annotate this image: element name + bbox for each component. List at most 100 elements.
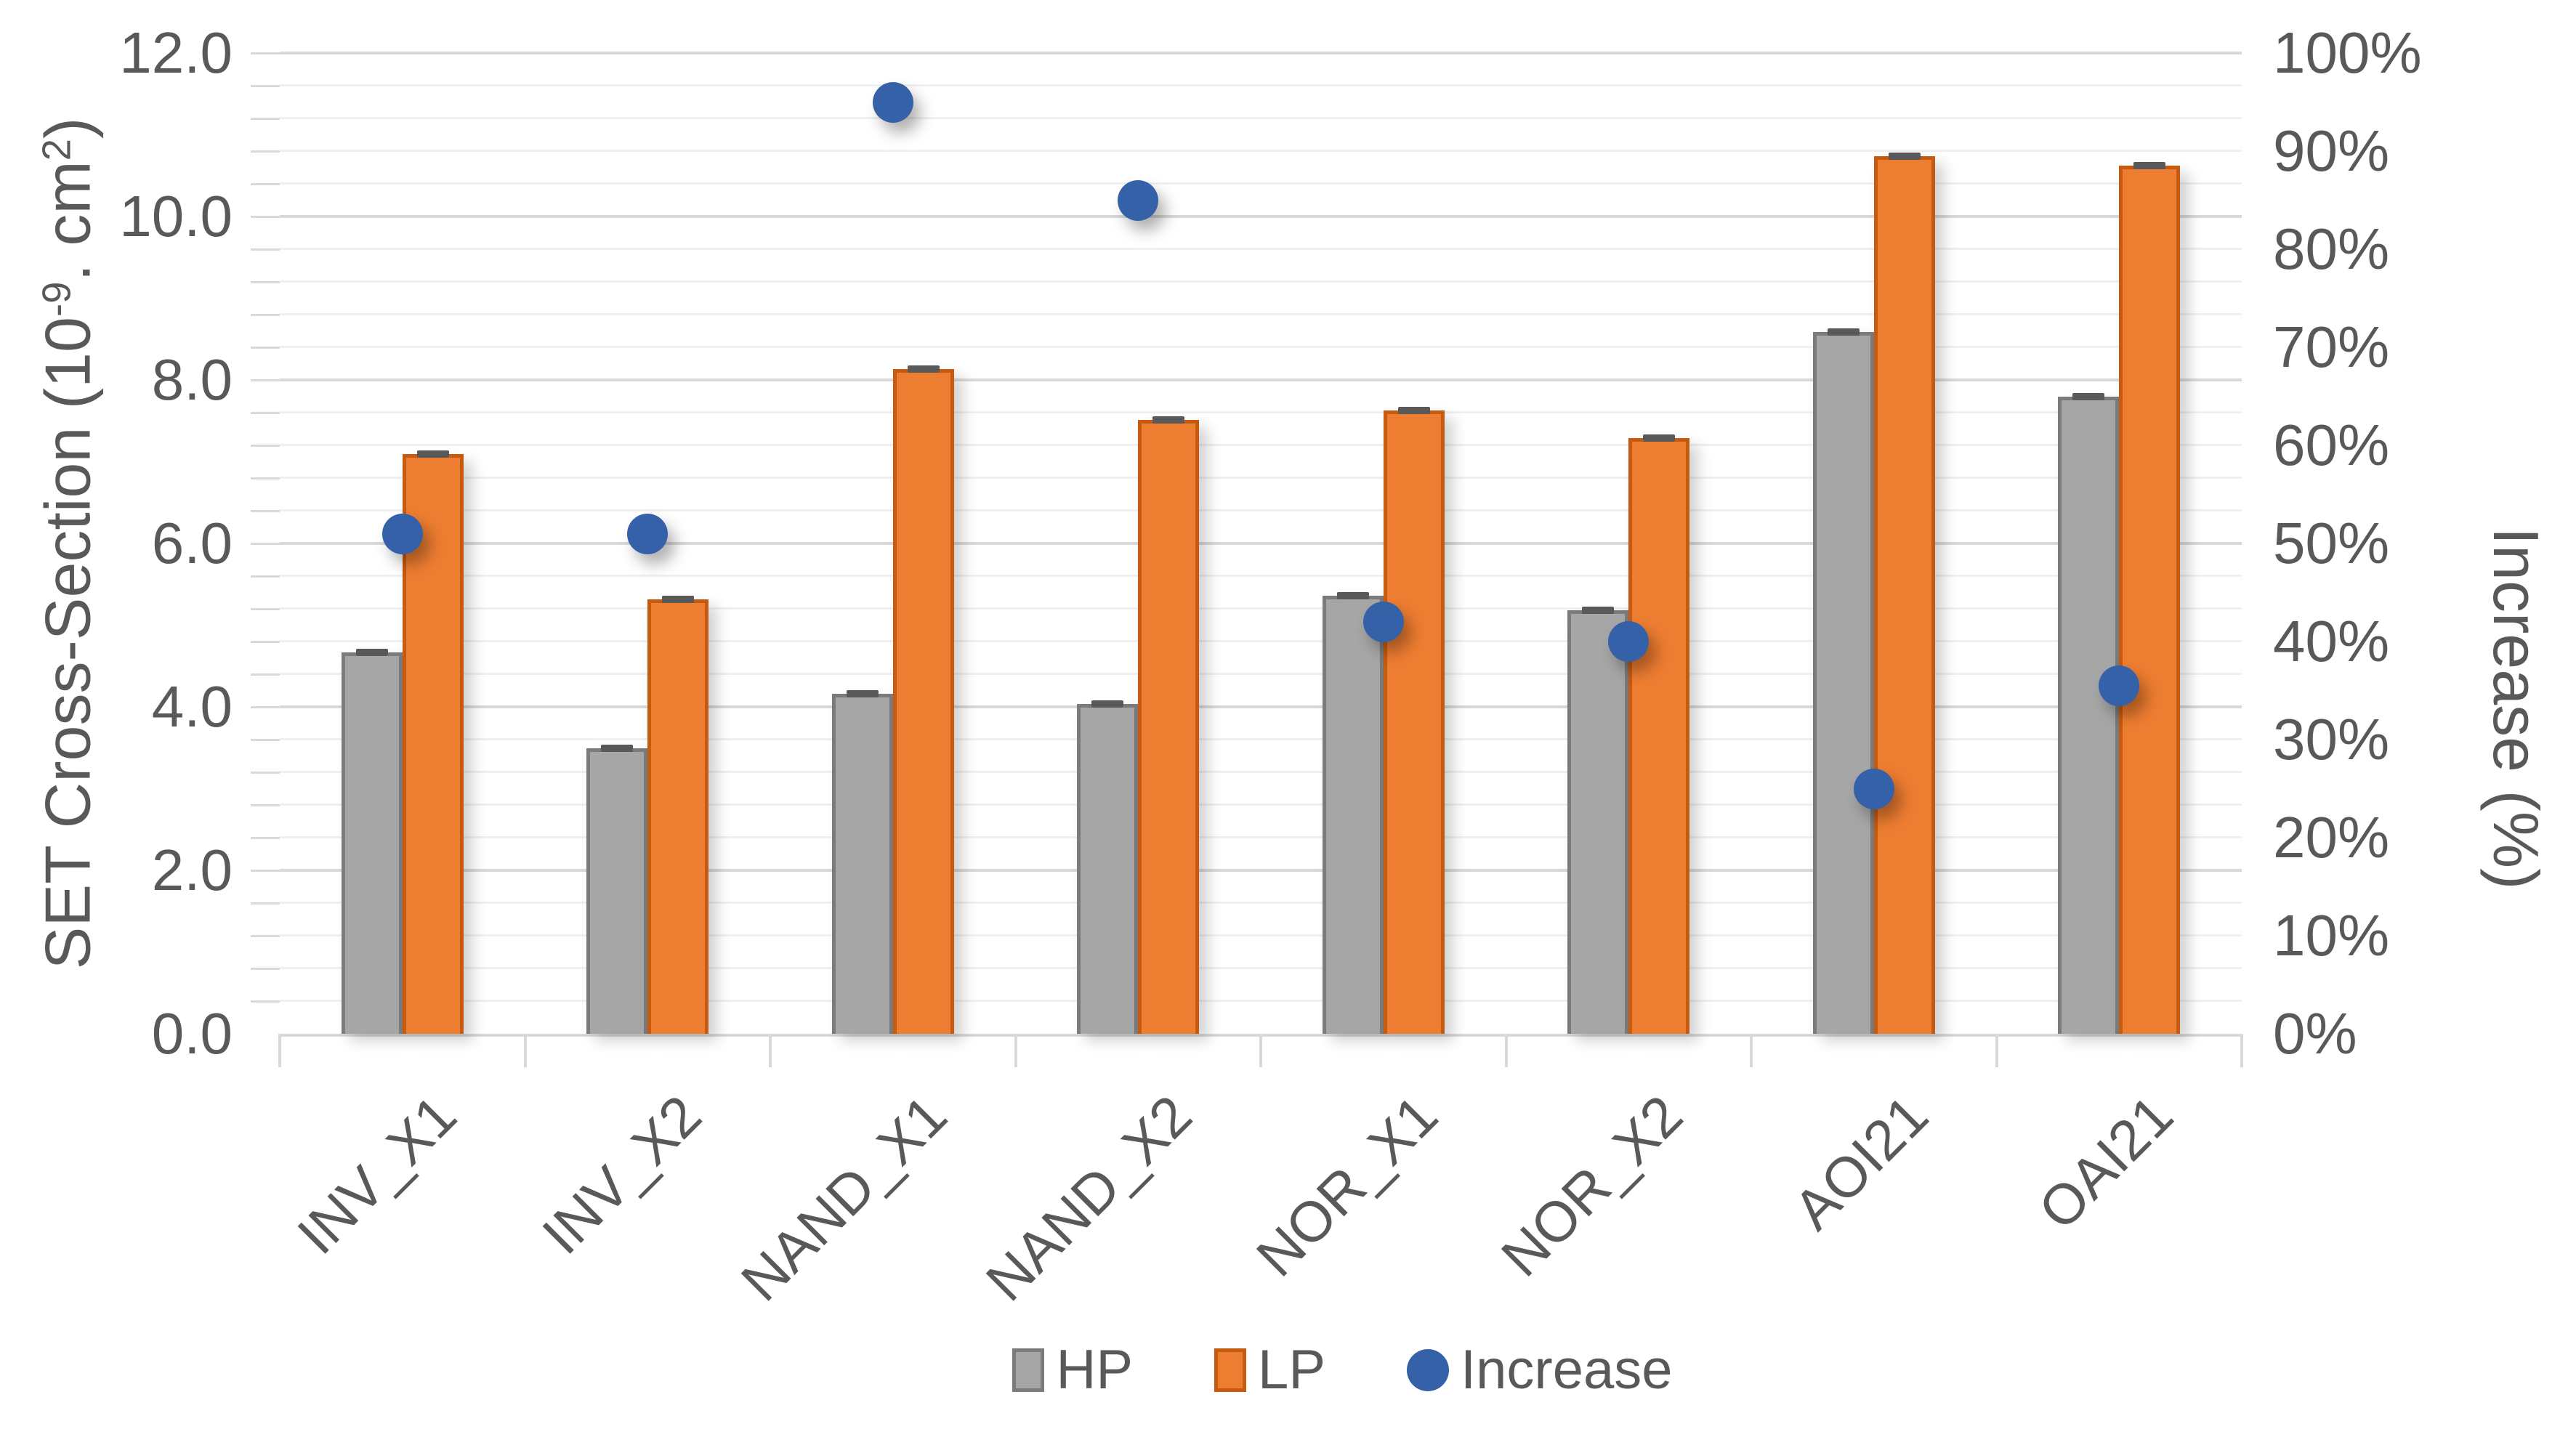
bar-hp-NOR_X2 xyxy=(1567,610,1629,1034)
x-axis-tick xyxy=(1014,1034,1017,1067)
error-bar-cap-lp-INV_X1 xyxy=(416,450,449,458)
y-axis-label-0.0: 0.0 xyxy=(151,1001,233,1066)
y-axis-tick xyxy=(251,575,280,578)
gridline-minor xyxy=(280,902,2242,904)
gridline-minor xyxy=(280,477,2242,479)
y-axis-tick xyxy=(251,673,280,676)
error-bar-cap-hp-NAND_X2 xyxy=(1091,700,1124,708)
bar-lp-NAND_X1 xyxy=(892,369,954,1034)
legend: HP LP Increase xyxy=(54,1341,2576,1399)
y-axis-tick xyxy=(251,510,280,512)
y-axis-tick xyxy=(251,968,280,970)
y-axis-tick xyxy=(251,706,280,708)
right-axis-label-100%: 100% xyxy=(2273,20,2422,85)
x-axis-tick xyxy=(769,1034,772,1067)
gridline-major xyxy=(280,52,2242,54)
gridline-major xyxy=(280,215,2242,218)
bar-hp-INV_X2 xyxy=(586,748,648,1034)
y-axis-tick xyxy=(251,543,280,545)
y-axis-tick xyxy=(251,379,280,381)
left-axis-title-text: ) xyxy=(31,117,104,139)
gridline-minor xyxy=(280,673,2242,675)
increase-marker-INV_X1 xyxy=(381,513,423,554)
gridline-minor xyxy=(280,150,2242,152)
gridline-minor xyxy=(280,804,2242,806)
gridline-minor xyxy=(280,346,2242,348)
y-axis-label-2.0: 2.0 xyxy=(151,838,233,902)
left-axis-title-superscript-exponent: -9 xyxy=(34,281,79,317)
right-axis-label-10%: 10% xyxy=(2273,903,2390,968)
error-bar-cap-hp-INV_X2 xyxy=(601,745,634,753)
right-axis-label-80%: 80% xyxy=(2273,216,2390,281)
increase-marker-AOI21 xyxy=(1853,768,1894,809)
y-axis-tick xyxy=(251,477,280,479)
x-axis-label-text-NOR_X2: NOR_X2 xyxy=(1489,1082,1695,1289)
legend-label-increase: Increase xyxy=(1461,1339,1673,1401)
bar-hp-NAND_X2 xyxy=(1077,703,1139,1034)
bar-hp-OAI21 xyxy=(2058,396,2120,1034)
error-bar-cap-lp-NAND_X2 xyxy=(1152,416,1185,424)
y-axis-tick xyxy=(251,118,280,120)
y-axis-tick xyxy=(251,281,280,283)
gridline-minor xyxy=(280,934,2242,936)
gridline-minor xyxy=(280,640,2242,642)
y-axis-tick xyxy=(251,935,280,937)
bar-lp-OAI21 xyxy=(2119,166,2181,1034)
y-axis-tick xyxy=(251,183,280,185)
error-bar-cap-lp-AOI21 xyxy=(1888,152,1921,160)
gridline-major xyxy=(280,869,2242,872)
x-axis-tick xyxy=(1750,1034,1753,1067)
increase-marker-NOR_X2 xyxy=(1608,621,1650,662)
y-axis-tick xyxy=(251,445,280,447)
bar-lp-AOI21 xyxy=(1873,155,1935,1034)
increase-marker-INV_X2 xyxy=(627,513,669,554)
gridline-minor xyxy=(280,117,2242,119)
error-bar-cap-lp-NAND_X1 xyxy=(907,365,940,373)
gridline-minor xyxy=(280,313,2242,315)
x-axis-label-text-NAND_X1: NAND_X1 xyxy=(728,1082,959,1314)
bar-hp-INV_X1 xyxy=(341,652,403,1034)
y-axis-label-6.0: 6.0 xyxy=(151,511,233,575)
legend-marker-circle-increase xyxy=(1407,1349,1450,1391)
error-bar-cap-hp-NAND_X1 xyxy=(846,690,879,697)
gridline-minor xyxy=(280,84,2242,86)
left-axis-title-superscript-squared: 2 xyxy=(34,138,79,161)
right-axis-label-30%: 30% xyxy=(2273,707,2390,772)
x-axis-tick xyxy=(1259,1034,1262,1067)
right-axis-label-60%: 60% xyxy=(2273,413,2390,477)
gridline-minor xyxy=(280,738,2242,740)
legend-label-lp: LP xyxy=(1258,1339,1326,1401)
right-axis-label-70%: 70% xyxy=(2273,315,2390,379)
y-axis-tick xyxy=(251,902,280,904)
gridline-minor xyxy=(280,575,2242,577)
y-axis-label-8.0: 8.0 xyxy=(151,347,233,412)
bar-hp-NOR_X1 xyxy=(1322,596,1384,1034)
x-axis-tick xyxy=(2240,1034,2243,1067)
y-axis-tick xyxy=(251,837,280,839)
gridline-minor xyxy=(280,771,2242,773)
x-axis-tick xyxy=(278,1034,281,1067)
right-axis-title-text: Increase (%) xyxy=(2480,527,2552,890)
gridline-minor xyxy=(280,182,2242,185)
x-axis-tick xyxy=(1995,1034,1998,1067)
increase-marker-OAI21 xyxy=(2099,665,2140,706)
y-axis-tick xyxy=(251,608,280,610)
legend-marker-square-lp xyxy=(1214,1348,1247,1392)
increase-marker-NOR_X1 xyxy=(1362,602,1404,642)
gridline-minor xyxy=(280,248,2242,250)
x-axis-label-text-NOR_X1: NOR_X1 xyxy=(1243,1082,1450,1289)
y-axis-tick xyxy=(251,248,280,251)
gridline-minor xyxy=(280,836,2242,838)
x-axis-tick xyxy=(523,1034,527,1067)
y-axis-label-12.0: 12.0 xyxy=(119,20,233,85)
left-axis-title: SET Cross-Section (10-9. cm2) xyxy=(23,117,104,970)
x-axis-tick xyxy=(1504,1034,1508,1067)
error-bar-cap-hp-INV_X1 xyxy=(355,648,388,656)
increase-marker-NAND_X2 xyxy=(1118,179,1159,221)
y-axis-tick xyxy=(251,347,280,349)
bar-hp-AOI21 xyxy=(1812,331,1874,1034)
left-axis-title-text: SET Cross-Section (10 xyxy=(31,317,104,970)
right-axis-label-50%: 50% xyxy=(2273,511,2390,575)
x-axis-label-text-AOI21: AOI21 xyxy=(1780,1082,1940,1242)
